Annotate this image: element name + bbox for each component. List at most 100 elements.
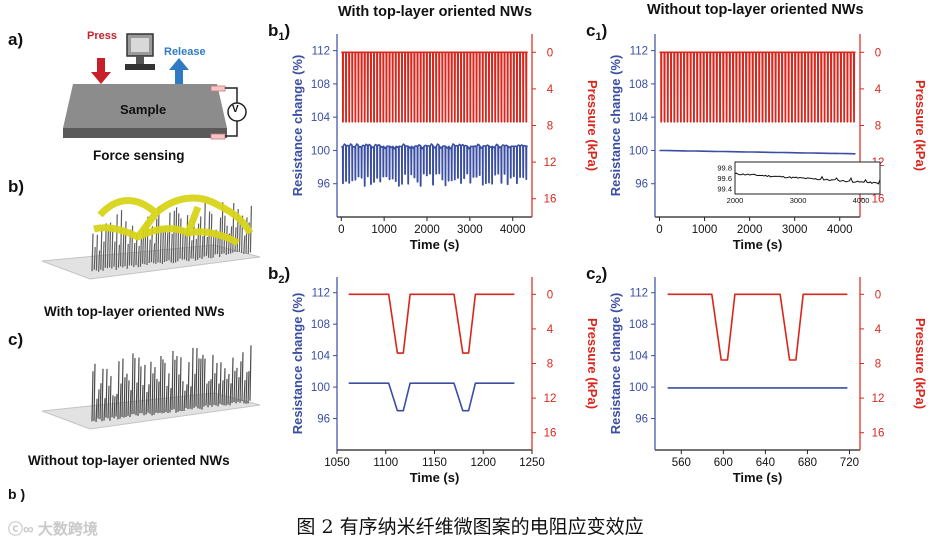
press-neck <box>136 56 144 64</box>
chart-c2: c2) 560 600 640 680 720 Time (s) 96 100 104 108 112… <box>586 264 928 485</box>
nanowire <box>199 358 202 409</box>
nanowire <box>195 348 198 407</box>
release-arrow-icon <box>169 58 189 84</box>
nanowire <box>97 389 100 419</box>
x-tick-label: 1100 <box>373 457 398 469</box>
nanowire <box>143 364 146 416</box>
right-axis-label: Pressure (kPa) <box>585 318 600 409</box>
right-tick-label: 16 <box>872 428 885 440</box>
x-tick-label: 1150 <box>422 457 447 469</box>
x-tick-label: 0 <box>656 224 662 236</box>
nanowire <box>91 233 94 272</box>
left-tick-label: 100 <box>311 145 330 157</box>
right-tick-label: 16 <box>544 194 557 206</box>
x-tick-label: 1200 <box>470 457 496 469</box>
x-tick-label: 1000 <box>692 224 718 236</box>
nanowire <box>102 241 105 271</box>
series-resistance-change-line <box>659 149 856 155</box>
series-pressure-line <box>659 51 856 123</box>
nanowire <box>99 383 102 420</box>
nanowire <box>239 361 242 403</box>
x-tick-label: 2000 <box>737 224 763 236</box>
left-axis-label: Resistance change (%) <box>290 293 305 435</box>
left-tick-label: 112 <box>312 288 330 300</box>
sample-text: Sample <box>120 102 167 117</box>
x-axis-label: Time (s) <box>733 470 783 485</box>
left-tick-label: 104 <box>629 112 649 124</box>
nanowire <box>189 386 192 409</box>
inset-x-tick-label: 4000 <box>853 196 870 205</box>
right-tick-label: 0 <box>875 289 881 301</box>
nanowire <box>183 232 186 260</box>
electrode-top <box>210 85 226 92</box>
x-axis-label: Time (s) <box>410 237 460 252</box>
press-arrow-icon <box>91 58 111 84</box>
right-tick-label: 16 <box>544 428 557 440</box>
nanowire <box>125 373 128 417</box>
x-tick-label: 640 <box>756 457 775 469</box>
nanowire <box>186 215 189 261</box>
nanowire <box>165 385 168 413</box>
with-nws-column-title: With top-layer oriented NWs <box>338 4 533 20</box>
chart-b1: b1) 0 1000 2000 3000 4000 Time (s) 96 100 104 108 1… <box>268 22 600 252</box>
left-tick-label: 104 <box>311 351 331 363</box>
inset-x-tick-label: 2000 <box>727 196 744 205</box>
nanowire <box>173 359 176 410</box>
nanowire <box>111 228 114 269</box>
nanowire-without-top-layer-illustration <box>41 345 261 430</box>
nanowire <box>101 368 104 422</box>
nanowire <box>223 368 226 406</box>
right-axis-label: Pressure (kPa) <box>913 80 928 171</box>
inset-y-tick-label: 99.4 <box>717 185 732 194</box>
panel-c-label: c) <box>8 330 24 349</box>
nanowire <box>175 355 178 413</box>
inset-x-tick-label: 3000 <box>790 196 807 205</box>
sample-top <box>63 84 227 128</box>
press-foot <box>125 64 155 70</box>
nanowire <box>117 244 120 268</box>
nanowire <box>137 245 140 268</box>
left-tick-label: 108 <box>311 79 330 91</box>
left-tick-label: 112 <box>312 46 330 58</box>
x-tick-label: 3000 <box>457 224 483 236</box>
nanowire <box>190 240 193 259</box>
nanowire <box>243 235 246 254</box>
nanowire <box>113 396 116 419</box>
left-tick-label: 104 <box>629 351 649 363</box>
nanowire <box>215 362 218 406</box>
nanowire <box>191 347 194 410</box>
nanowire <box>225 378 228 406</box>
nanowire <box>168 212 171 261</box>
nanowire <box>227 374 230 405</box>
panel-c2-label: c2) <box>586 264 607 286</box>
nanowire <box>147 384 150 413</box>
x-tick-label: 4000 <box>827 224 853 236</box>
nanowire <box>157 381 160 414</box>
x-tick-label: 1250 <box>519 457 545 469</box>
nanowire <box>123 377 126 418</box>
nanowire <box>245 372 248 404</box>
nanowire <box>153 367 156 415</box>
nanowire <box>120 210 123 267</box>
nanowire <box>100 227 103 270</box>
right-tick-label: 8 <box>875 359 881 371</box>
nanowire <box>179 357 182 412</box>
nanowire <box>177 213 180 262</box>
left-tick-label: 100 <box>629 382 648 394</box>
nanowire <box>169 388 172 413</box>
right-tick-label: 12 <box>872 393 885 405</box>
release-text: Release <box>164 46 206 58</box>
nanowire <box>119 383 122 419</box>
nanowire <box>161 359 164 414</box>
nanowire <box>122 232 125 268</box>
x-tick-label: 680 <box>798 457 817 469</box>
nanowire <box>183 390 186 412</box>
series-pressure-line <box>667 293 848 361</box>
nanowire <box>211 354 214 407</box>
nanowire <box>219 362 222 404</box>
nanowire <box>115 214 118 270</box>
nanowire <box>170 233 173 263</box>
nanowire <box>179 218 182 259</box>
x-axis-label: Time (s) <box>410 470 460 485</box>
nanowire <box>194 238 197 261</box>
